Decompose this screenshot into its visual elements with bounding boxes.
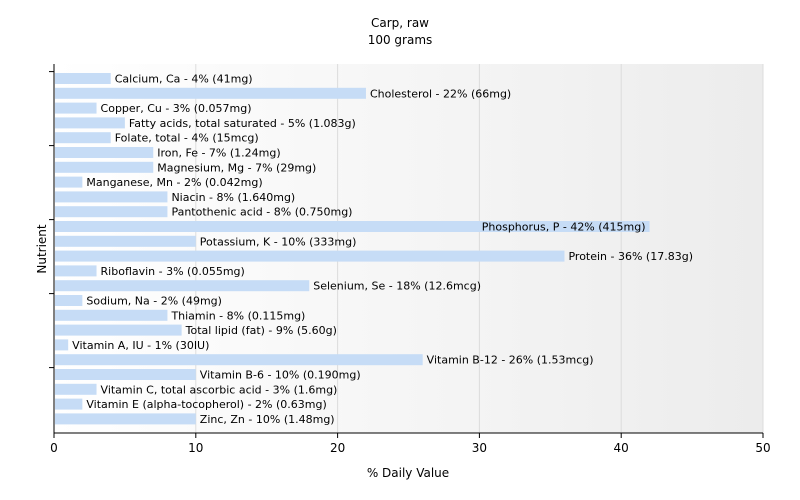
bar-label: Selenium, Se - 18% (12.6mcg)	[313, 280, 481, 293]
bar-label: Vitamin B-6 - 10% (0.190mg)	[200, 369, 361, 382]
bar-label: Niacin - 8% (1.640mg)	[171, 191, 295, 204]
x-axis-label: % Daily Value	[367, 466, 449, 480]
bar	[55, 339, 69, 351]
bar-label: Potassium, K - 10% (333mg)	[200, 235, 357, 248]
bar-label: Manganese, Mn - 2% (0.042mg)	[86, 176, 262, 189]
bar	[55, 147, 154, 158]
bar-label: Iron, Fe - 7% (1.24mg)	[157, 147, 280, 160]
bar	[55, 221, 650, 232]
x-tick-label: 10	[188, 441, 203, 455]
bar-label: Protein - 36% (17.83g)	[568, 250, 693, 263]
chart-subtitle: 100 grams	[368, 33, 433, 47]
bar	[55, 132, 111, 144]
bar	[55, 280, 310, 292]
bar-label: Total lipid (fat) - 9% (5.60g)	[185, 324, 337, 337]
bar	[55, 87, 366, 99]
bar-label: Vitamin C, total ascorbic acid - 3% (1.6…	[101, 383, 338, 396]
bar-label: Riboflavin - 3% (0.055mg)	[101, 265, 245, 278]
bar-label: Zinc, Zn - 10% (1.48mg)	[200, 413, 335, 426]
bar-label: Calcium, Ca - 4% (41mg)	[115, 73, 253, 86]
bar-label: Magnesium, Mg - 7% (29mg)	[157, 161, 316, 174]
bar-label: Vitamin E (alpha-tocopherol) - 2% (0.63m…	[86, 398, 326, 411]
axes: 0 10 20 30 40 50	[49, 64, 771, 455]
bar	[55, 102, 97, 114]
bar	[55, 176, 83, 188]
bar	[55, 73, 111, 84]
bar	[55, 295, 83, 306]
bar-label: Fatty acids, total saturated - 5% (1.083…	[129, 117, 356, 130]
bar	[55, 398, 83, 410]
bar-label: Folate, total - 4% (15mcg)	[115, 132, 259, 145]
x-tick-label: 20	[330, 441, 345, 455]
chart-title: Carp, raw	[371, 16, 429, 30]
bar-label: Sodium, Na - 2% (49mg)	[86, 295, 222, 308]
bar-label: Phosphorus, P - 42% (415mg)	[482, 221, 646, 234]
bar-label: Pantothenic acid - 8% (0.750mg)	[171, 206, 352, 219]
bar-label: Vitamin B-12 - 26% (1.53mcg)	[427, 354, 594, 367]
bar	[55, 383, 97, 395]
x-tick-label: 50	[755, 441, 770, 455]
bar	[55, 250, 565, 262]
bar	[55, 413, 196, 425]
x-tick-label: 0	[50, 441, 58, 455]
bar-label: Thiamin - 8% (0.115mg)	[170, 309, 305, 322]
x-tick-label: 40	[614, 441, 629, 455]
bar	[55, 369, 196, 380]
y-axis-label: Nutrient	[35, 224, 49, 274]
x-tick-label: 30	[472, 441, 487, 455]
bar	[55, 191, 168, 203]
bar	[55, 161, 154, 173]
bar-label: Copper, Cu - 3% (0.057mg)	[101, 102, 252, 115]
bar-label: Vitamin A, IU - 1% (30IU)	[72, 339, 209, 352]
bars	[55, 73, 650, 425]
bar-labels: Calcium, Ca - 4% (41mg) Cholesterol - 22%…	[72, 73, 693, 426]
bar	[55, 117, 125, 129]
bar	[55, 235, 196, 247]
bar	[55, 206, 168, 218]
bar	[55, 354, 423, 366]
bar	[55, 309, 168, 321]
bar	[55, 324, 182, 336]
bar	[55, 265, 97, 277]
bar-label: Cholesterol - 22% (66mg)	[370, 87, 511, 100]
